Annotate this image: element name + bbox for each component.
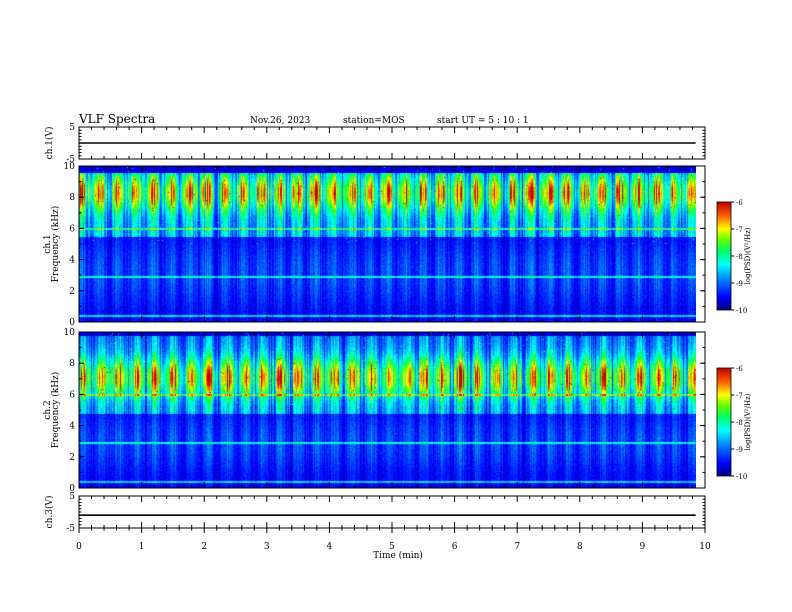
ch1-spec-ylabel-top: ch.1: [43, 234, 53, 253]
spec2-ytick-label: 8: [69, 359, 75, 369]
spec2-no-data-region: [696, 332, 705, 488]
date-label: Nov.26, 2023: [250, 116, 311, 126]
ch2-colorbar-label: log(PSD)(V²/Hz): [744, 393, 752, 450]
x-axis-tick-label: 2: [201, 542, 207, 552]
x-axis-label: Time (min): [373, 550, 423, 561]
ch2-spec-ylabel: Frequency (kHz): [50, 372, 61, 449]
start-time-label: start UT = 5 : 10 : 1: [437, 116, 529, 126]
ch1-spec-ylabel: Frequency (kHz): [50, 206, 61, 283]
colorbar-tick-label: -7: [736, 392, 743, 400]
colorbar-tick-label: -9: [736, 446, 743, 454]
spec1-ytick-label: 0: [69, 318, 75, 328]
colorbar-tick-label: -6: [736, 199, 743, 207]
colorbar-tick-label: -9: [736, 280, 743, 288]
ch1-voltage-panel: 5 -5: [66, 123, 706, 165]
ch3-ytick-label: 5: [69, 492, 75, 502]
x-axis-tick-label: 8: [577, 542, 583, 552]
spec1-ytick-label: 2: [69, 287, 75, 297]
spec1-ytick-label: 4: [69, 256, 75, 266]
spec2-ytick-label: 2: [69, 453, 75, 463]
station-label: station=MOS: [343, 116, 405, 126]
x-axis-tick-label: 10: [699, 542, 711, 552]
x-axis-tick-label: 0: [76, 542, 82, 552]
ch2-spectrogram-panel: 0 2 4 6 8 10: [64, 328, 706, 494]
spec2-ytick-label: 4: [69, 422, 75, 432]
ch1-colorbar: -6 -7 -8 -9 -10 log(PSD)(V²/Hz): [716, 199, 752, 315]
x-axis-tick-label: 9: [640, 542, 646, 552]
colorbar-tick-label: -7: [736, 226, 743, 234]
colorbar-tick-label: -10: [736, 473, 747, 481]
spec1-ytick-label: 6: [69, 224, 75, 234]
colorbar-tick-label: -8: [736, 419, 743, 427]
colorbar-tick-label: -8: [736, 253, 743, 261]
ch1-colorbar-label: log(PSD)(V²/Hz): [744, 227, 752, 284]
spec1-ytick-label: 10: [64, 162, 76, 172]
ch2-colorbar: -6 -7 -8 -9 -10 log(PSD)(V²/Hz): [716, 365, 752, 481]
spec1-ytick-label: 8: [69, 193, 75, 203]
ch1-ytick-label: -5: [66, 155, 75, 165]
x-axis-tick-label: 7: [514, 542, 520, 552]
spec2-spectrogram-image: [79, 332, 696, 488]
spec2-ytick-label: 10: [64, 328, 76, 338]
spec2-ytick-label: 0: [69, 484, 75, 494]
ch3-voltage-panel: 5 -5: [66, 492, 706, 534]
colorbar-tick-label: -6: [736, 365, 743, 373]
ch3-voltage-ylabel: ch.3(V): [44, 496, 55, 529]
x-axis-tick-label: 4: [327, 542, 333, 552]
ch2-colorbar-gradient: [716, 367, 732, 477]
x-axis-tick-label: 6: [452, 542, 458, 552]
x-axis-tick-label: 1: [139, 542, 145, 552]
ch3-ytick-label: -5: [66, 524, 75, 534]
spec2-ytick-label: 6: [69, 390, 75, 400]
x-axis-tick-label: 3: [264, 542, 270, 552]
spec1-spectrogram-image: [79, 166, 696, 322]
spec1-no-data-region: [696, 166, 705, 322]
time-axis: 0 1 2 3 4 5 6 7 8 9 10: [76, 528, 711, 552]
ch1-spectrogram-panel: 0 2 4 6 8 10: [64, 162, 706, 328]
ch1-colorbar-gradient: [716, 201, 732, 311]
ch1-ytick-label: 5: [69, 123, 75, 133]
figure-title: VLF Spectra: [78, 112, 155, 126]
x-axis-tick-label: 5: [389, 542, 395, 552]
ch2-spec-ylabel-top: ch.2: [43, 400, 53, 419]
colorbar-tick-label: -10: [736, 307, 747, 315]
ch1-voltage-ylabel: ch.1(V): [44, 127, 55, 160]
